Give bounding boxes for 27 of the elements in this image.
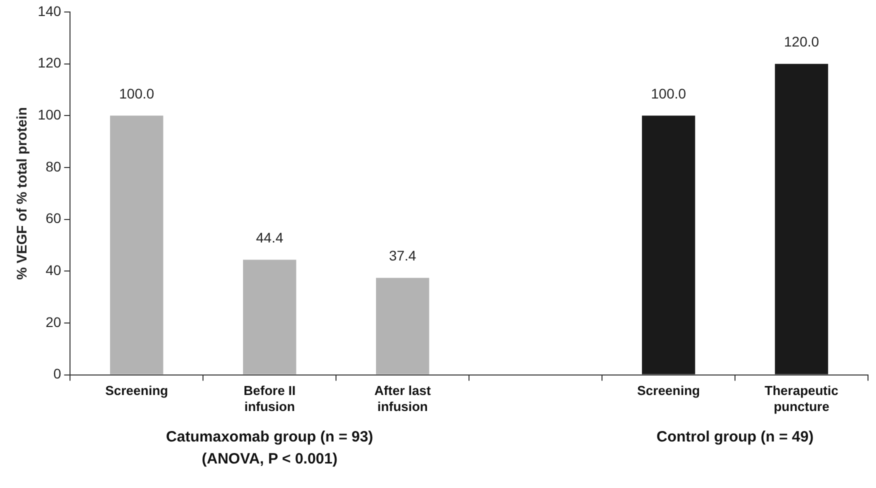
x-tick-label: After last infusion xyxy=(374,383,432,414)
data-label: 100.0 xyxy=(119,86,154,102)
y-tick-label: 20 xyxy=(46,314,62,330)
text: Catumaxomab group (n = 93) xyxy=(166,428,374,446)
y-tick-label: 0 xyxy=(53,366,62,382)
bar xyxy=(774,64,828,374)
bar xyxy=(376,278,430,374)
data-label: 120.0 xyxy=(784,34,820,50)
y-tick-label: 100 xyxy=(38,106,62,123)
x-tick-label: Before II infusion xyxy=(244,383,296,414)
x-tick-label: Therapeutic puncture xyxy=(764,383,838,414)
text: Control group (n = 49) xyxy=(656,428,814,446)
data-label: 37.4 xyxy=(388,248,416,264)
bar xyxy=(642,116,696,374)
y-tick-label: 80 xyxy=(46,158,62,174)
y-tick-label: 40 xyxy=(46,262,62,278)
data-label: 44.4 xyxy=(256,230,284,246)
x-tick-label: Screening xyxy=(637,383,700,398)
data-label: 100.0 xyxy=(651,86,686,102)
bar xyxy=(110,116,164,374)
text: (ANOVA, P < 0.001) xyxy=(202,450,338,468)
y-tick-label: 120 xyxy=(38,54,62,71)
bar xyxy=(243,260,296,374)
y-tick-label: 60 xyxy=(46,210,62,226)
y-tick-label: 140 xyxy=(38,2,62,19)
y-axis-title: % VEGF of % total protein xyxy=(13,107,30,280)
x-tick-label: Screening xyxy=(105,383,168,398)
